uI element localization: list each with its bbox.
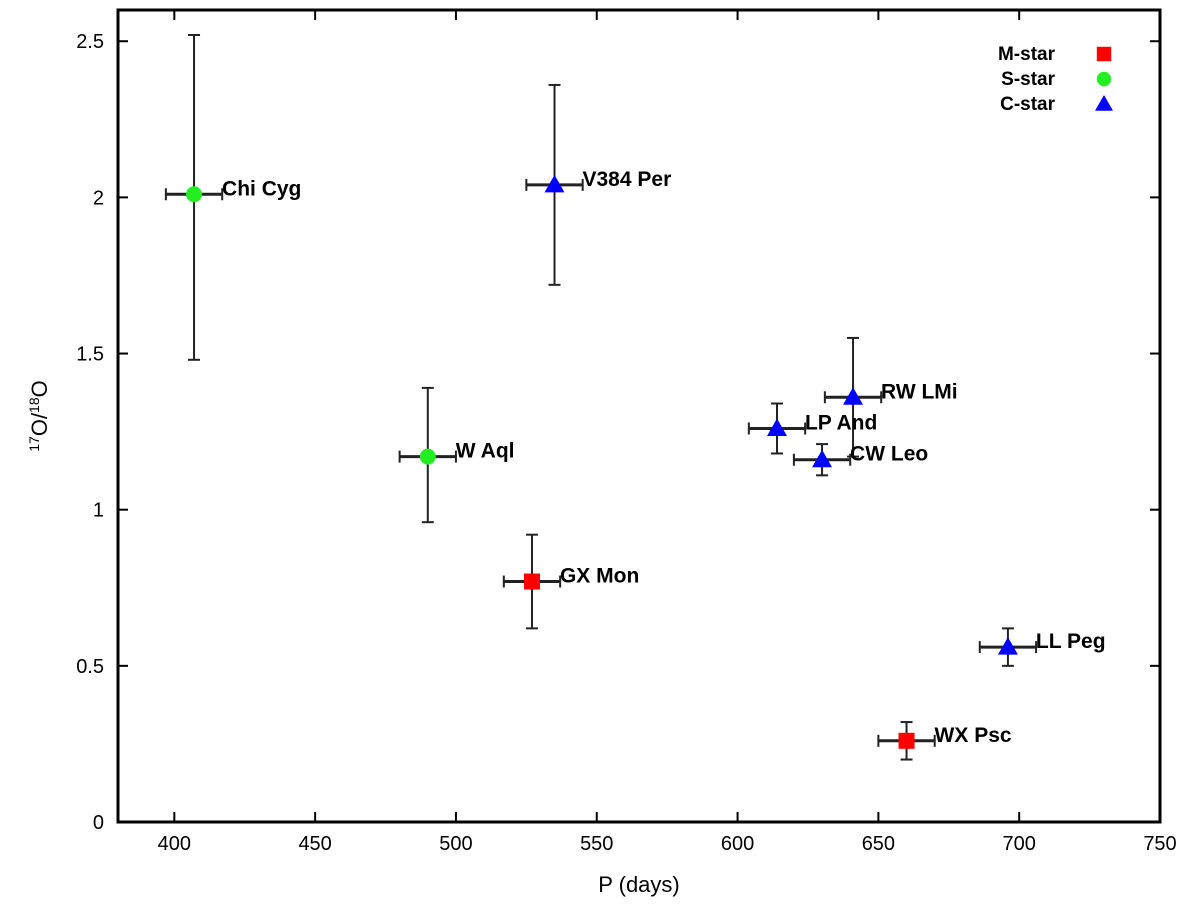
x-axis-title: P (days) <box>598 872 680 897</box>
data-point-circle <box>186 186 203 203</box>
data-markers <box>186 174 1018 749</box>
data-point-triangle <box>766 418 787 436</box>
point-label: LP And <box>805 411 877 434</box>
data-point-triangle <box>843 387 864 405</box>
x-tick-label: 400 <box>158 833 191 855</box>
legend-marker-triangle <box>1095 95 1113 111</box>
x-tick-label: 700 <box>1003 833 1036 855</box>
data-point-square <box>898 732 915 749</box>
y-label-isotope-2: 18 <box>26 397 42 413</box>
y-tick-label: 1 <box>93 500 104 522</box>
error-bars <box>164 33 1038 761</box>
data-point-circle <box>419 448 436 465</box>
legend-marker-circle <box>1096 71 1112 87</box>
data-point-triangle <box>812 449 833 468</box>
axis-ticks <box>118 10 1161 823</box>
point-labels: GX Mon WX Psc Chi Cyg W Aql V384 Per RW LMiLP… <box>222 168 1106 747</box>
x-tick-label: 500 <box>439 833 472 855</box>
data-point-triangle <box>544 174 565 193</box>
svg-text:17O/18O: 17O/18O <box>26 380 52 452</box>
point-label: LL Peg <box>1036 630 1106 653</box>
point-label: W Aql <box>456 440 515 463</box>
point-label: GX Mon <box>560 565 639 588</box>
x-tick-label: 450 <box>298 833 331 855</box>
point-label: CW Leo <box>850 443 928 466</box>
x-tick-labels: 400 450 500 550 600 650 700 750 <box>158 833 1177 855</box>
legend-label: S-star <box>1001 69 1055 90</box>
data-point-square <box>523 573 540 590</box>
x-tick-label: 750 <box>1143 833 1176 855</box>
legend: M-star S-star C-star <box>998 44 1113 115</box>
y-tick-labels: 0 0.5 1 1.5 2 2.5 <box>76 31 104 834</box>
point-label: WX Psc <box>935 724 1012 747</box>
y-label-element-1: O/ <box>27 412 52 436</box>
data-point-triangle <box>997 637 1018 655</box>
point-label: RW LMi <box>881 380 958 403</box>
y-tick-label: 0 <box>93 812 104 834</box>
y-label-element-2: O <box>27 380 52 397</box>
y-tick-label: 2.5 <box>76 31 104 53</box>
point-label: V384 Per <box>583 168 672 191</box>
legend-marker-square <box>1096 46 1112 62</box>
legend-label: C-star <box>1000 94 1056 115</box>
y-tick-label: 0.5 <box>76 656 104 678</box>
y-tick-label: 1.5 <box>76 344 104 366</box>
x-tick-label: 550 <box>580 833 613 855</box>
plot-area <box>116 8 1162 824</box>
x-tick-label: 600 <box>721 833 754 855</box>
x-tick-label: 650 <box>862 833 895 855</box>
y-label-isotope-1: 17 <box>26 436 42 452</box>
point-label: Chi Cyg <box>222 177 301 200</box>
legend-label: M-star <box>998 44 1056 65</box>
y-axis-title: 17O/18O <box>26 380 52 452</box>
y-tick-label: 2 <box>93 187 104 209</box>
